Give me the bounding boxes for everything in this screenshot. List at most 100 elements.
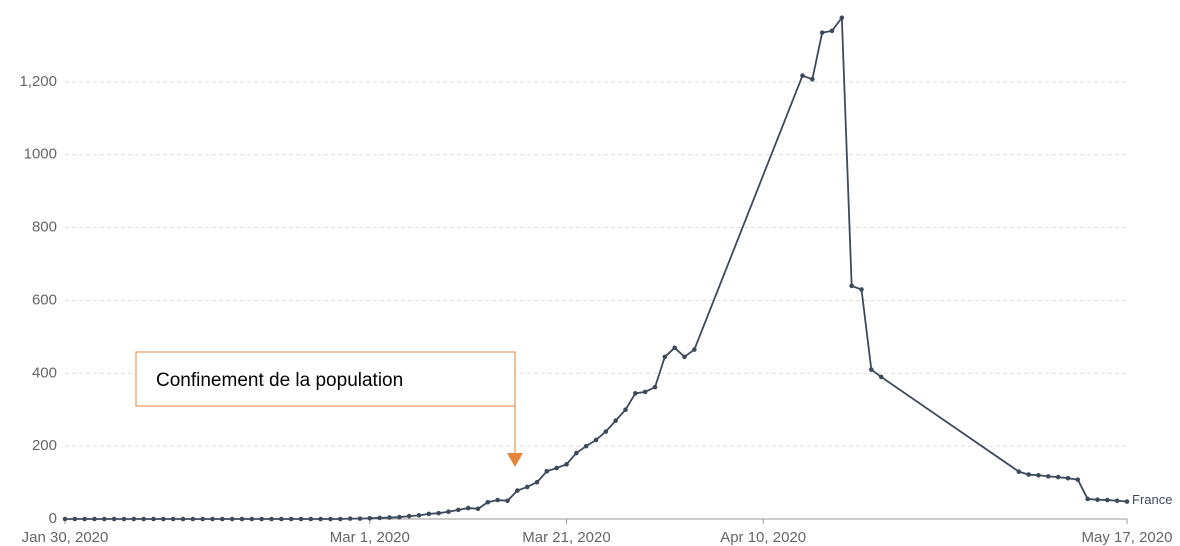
y-tick-label: 1,200: [19, 73, 57, 90]
data-point: [131, 516, 137, 522]
y-tick-label: 600: [32, 291, 57, 308]
data-point: [347, 516, 353, 521]
data-point: [180, 516, 186, 522]
data-point: [151, 516, 156, 522]
data-point: [662, 354, 668, 360]
data-point: [534, 479, 540, 485]
data-point: [1065, 475, 1071, 481]
data-point: [190, 516, 196, 522]
data-point: [878, 374, 884, 380]
data-point: [141, 516, 146, 522]
data-point: [102, 516, 107, 522]
data-point: [377, 515, 382, 521]
data-point: [1095, 497, 1100, 502]
data-point: [92, 516, 97, 522]
data-point: [288, 516, 294, 522]
data-point: [416, 513, 422, 518]
data-point: [1105, 497, 1110, 503]
data-point: [357, 516, 363, 521]
data-point: [465, 505, 471, 511]
x-tick-label: Jan 30, 2020: [22, 529, 109, 546]
data-point: [495, 497, 500, 503]
x-tick-label: May 17, 2020: [1082, 529, 1173, 546]
data-point: [583, 443, 589, 449]
data-point: [269, 516, 274, 522]
data-point: [564, 462, 569, 467]
data-point: [387, 515, 392, 520]
data-point: [249, 516, 255, 522]
data-point: [1036, 472, 1041, 478]
data-point: [200, 516, 205, 522]
data-point: [279, 516, 284, 522]
data-point: [72, 516, 78, 522]
data-point: [318, 516, 323, 522]
data-point: [505, 498, 510, 504]
x-tick-label: Apr 10, 2020: [720, 529, 806, 546]
data-point: [406, 513, 412, 519]
data-point: [1124, 499, 1130, 504]
data-point: [485, 499, 491, 505]
data-point: [397, 514, 402, 520]
data-point: [82, 516, 87, 522]
y-tick-label: 800: [32, 219, 57, 236]
series-label: France: [1132, 492, 1172, 507]
data-point: [338, 516, 343, 522]
data-point: [328, 516, 333, 522]
data-point: [121, 516, 127, 522]
data-point: [623, 407, 628, 413]
x-tick-label: Mar 1, 2020: [330, 529, 410, 546]
data-point: [859, 287, 864, 292]
data-point: [1026, 472, 1031, 477]
annotation-arrowhead: [507, 453, 523, 467]
data-point: [633, 391, 638, 396]
data-point: [367, 515, 373, 521]
data-point: [161, 516, 166, 522]
data-point: [593, 437, 599, 443]
data-point: [574, 450, 579, 456]
data-point: [613, 418, 618, 423]
data-point: [62, 516, 68, 522]
data-point: [869, 367, 874, 372]
data-point: [554, 465, 559, 471]
data-point: [446, 509, 451, 515]
y-tick-label: 200: [32, 437, 57, 454]
series-line: [65, 15, 1128, 520]
data-point: [829, 28, 835, 34]
data-point: [308, 516, 314, 522]
data-point: [849, 283, 854, 289]
data-point: [672, 345, 677, 351]
data-point: [426, 511, 432, 517]
data-point: [239, 516, 245, 522]
data-point: [515, 488, 520, 493]
data-point: [229, 516, 235, 522]
data-point: [1085, 496, 1090, 502]
data-point: [1055, 474, 1061, 480]
data-point: [839, 15, 845, 21]
data-point: [692, 347, 697, 352]
data-point: [298, 516, 304, 522]
annotation-text: Confinement de la population: [156, 370, 403, 391]
data-point: [544, 468, 550, 474]
data-point: [210, 516, 215, 522]
x-tick-label: Mar 21, 2020: [522, 529, 610, 546]
data-point: [1075, 477, 1081, 482]
data-point: [170, 516, 176, 522]
y-tick-label: 1000: [24, 146, 57, 163]
data-point: [1016, 469, 1022, 474]
data-point: [259, 516, 264, 522]
data-point: [819, 30, 825, 35]
data-point: [220, 516, 225, 522]
data-point: [603, 429, 609, 434]
data-point: [800, 73, 805, 78]
data-point: [456, 507, 461, 513]
y-tick-label: 400: [32, 364, 57, 381]
y-tick-label: 0: [49, 510, 57, 527]
data-point: [475, 506, 481, 512]
data-point: [436, 510, 441, 516]
data-point: [642, 389, 648, 395]
data-point: [682, 354, 687, 360]
data-point: [810, 77, 815, 82]
data-point: [652, 384, 658, 390]
